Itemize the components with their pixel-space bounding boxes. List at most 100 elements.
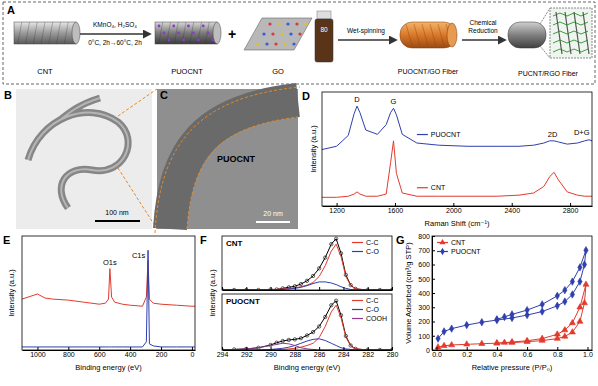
tick-label: 800 xyxy=(418,233,430,240)
axis: 12001600200024002800 xyxy=(323,203,593,214)
tick-mark xyxy=(432,322,435,323)
step-label: Wet-spinning xyxy=(347,27,385,35)
step-label: 0°C, 2h→60°C, 2h xyxy=(88,39,142,46)
functional-group xyxy=(202,25,205,28)
series-line xyxy=(438,284,586,347)
marker xyxy=(324,315,327,318)
tick-mark xyxy=(246,347,247,350)
tube-lattice xyxy=(18,22,22,44)
marker xyxy=(435,344,441,349)
tick-mark xyxy=(432,307,435,308)
tick-mark xyxy=(295,287,296,290)
inset-guide xyxy=(540,46,550,58)
chart: 12001600200024002800DRaman Shift (cm⁻¹)I… xyxy=(302,90,593,228)
tube-lattice xyxy=(49,22,53,44)
legend: PUOCNTCNT xyxy=(417,131,461,191)
vial-body xyxy=(315,19,333,62)
image-bg xyxy=(157,89,298,229)
inset xyxy=(550,8,592,58)
legend-label: COOH xyxy=(366,315,387,322)
marker xyxy=(281,339,284,342)
legend-label: C-O xyxy=(366,248,379,255)
tube-lattice xyxy=(205,22,209,44)
tick-mark xyxy=(319,287,320,290)
zoom-guide xyxy=(118,168,157,229)
marker xyxy=(524,338,530,343)
go-atom xyxy=(262,32,265,35)
tube-lattice xyxy=(33,22,37,44)
marker xyxy=(299,282,302,285)
tick: 400 xyxy=(125,347,137,358)
node-label: GO xyxy=(272,67,284,76)
legend-label: C-C xyxy=(366,297,378,304)
tick-mark xyxy=(512,203,513,206)
marker xyxy=(299,337,302,340)
tick-mark xyxy=(432,279,435,280)
axis: 0100200300400500600700800 xyxy=(418,233,435,354)
inset-guide xyxy=(540,8,550,24)
marker xyxy=(584,247,588,254)
go-sheet xyxy=(244,18,312,50)
plot-frame xyxy=(432,236,592,350)
plus-sign: + xyxy=(228,26,236,42)
plot-area xyxy=(322,106,592,197)
legend-label: CNT xyxy=(431,184,446,191)
tick: 0.6 xyxy=(523,347,533,358)
marker xyxy=(509,339,515,344)
axis-title: Intensity (a.u.) xyxy=(309,125,318,173)
functional-group xyxy=(187,25,190,28)
annotation: G xyxy=(391,97,397,106)
marker xyxy=(449,325,453,332)
tick-label: 600 xyxy=(418,261,430,268)
marker xyxy=(510,311,514,318)
tick: 0.0 xyxy=(432,347,442,358)
tube-edge xyxy=(187,117,298,229)
marker xyxy=(578,278,582,285)
tube xyxy=(155,22,221,44)
tick-label: 2800 xyxy=(563,207,579,214)
tick-mark xyxy=(130,347,131,350)
marker xyxy=(501,339,507,344)
tick-label: 0 xyxy=(190,351,194,358)
schematic: ACNTKMnO₄, H₂SO₄0°C, 2h→60°C, 2hPUOCNT+G… xyxy=(3,2,595,84)
tick-label: 290 xyxy=(265,351,277,358)
tick-mark xyxy=(192,347,193,350)
node-label: PUOCNT xyxy=(171,67,203,76)
subplot-title: PUOCNT xyxy=(226,297,260,306)
functional-group xyxy=(207,32,210,35)
tick: 294 xyxy=(217,347,229,358)
functional-group xyxy=(172,25,175,28)
tube-image xyxy=(28,98,128,208)
marker xyxy=(570,291,574,298)
legend: C-CC-OCOOH xyxy=(352,297,387,322)
marker xyxy=(465,321,469,328)
marker xyxy=(577,318,583,323)
zoom-guide xyxy=(118,89,157,116)
go-atom xyxy=(271,32,274,35)
fiber-texture xyxy=(406,24,412,46)
legend-swatch xyxy=(352,242,363,243)
axis-line xyxy=(223,290,393,291)
tick xyxy=(392,287,393,290)
go-atom xyxy=(283,42,286,45)
marker xyxy=(578,264,582,271)
series-line xyxy=(438,250,586,338)
tick-mark xyxy=(68,347,69,350)
series-line xyxy=(22,250,195,347)
tick-label: 0.6 xyxy=(523,351,533,358)
legend-label: CNT xyxy=(451,239,466,246)
tick: 800 xyxy=(418,233,435,240)
marker xyxy=(495,316,499,323)
tick-mark xyxy=(368,347,369,350)
tick-mark xyxy=(587,347,588,350)
plot-frame xyxy=(222,294,392,350)
plot-area xyxy=(22,250,195,347)
tick: 2800 xyxy=(563,203,579,214)
axis: 294292290288286284282280 xyxy=(217,347,399,358)
go-atom xyxy=(292,42,295,45)
marker xyxy=(293,338,296,341)
tick: 284 xyxy=(338,347,350,358)
tick: 1600 xyxy=(388,203,404,214)
tick-label: 800 xyxy=(63,351,75,358)
tube-body xyxy=(155,22,217,44)
